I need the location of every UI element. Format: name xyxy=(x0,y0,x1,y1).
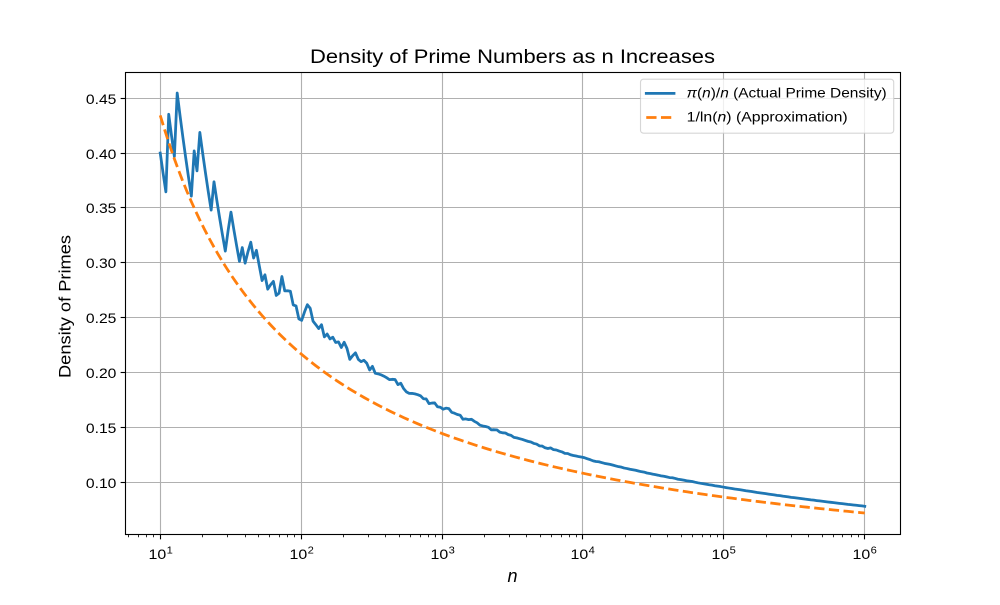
svg-text:5: 5 xyxy=(730,545,737,556)
svg-text:10: 10 xyxy=(853,546,871,562)
svg-text:0.25: 0.25 xyxy=(86,310,117,326)
svg-text:10: 10 xyxy=(431,546,449,562)
svg-text:3: 3 xyxy=(449,545,456,556)
svg-text:π(n)/n (Actual Prime Density): π(n)/n (Actual Prime Density) xyxy=(687,85,887,101)
svg-text:0.20: 0.20 xyxy=(86,365,117,381)
svg-text:0.40: 0.40 xyxy=(86,146,117,162)
svg-text:4: 4 xyxy=(589,545,596,556)
svg-text:n: n xyxy=(507,566,517,586)
svg-text:0.30: 0.30 xyxy=(86,255,117,271)
svg-text:10: 10 xyxy=(712,546,730,562)
svg-text:10: 10 xyxy=(149,546,167,562)
svg-text:0.15: 0.15 xyxy=(86,420,117,436)
svg-text:0.10: 0.10 xyxy=(86,475,117,491)
svg-text:0.45: 0.45 xyxy=(86,91,117,107)
svg-text:Density of Prime Numbers as n: Density of Prime Numbers as n Increases xyxy=(310,46,715,68)
svg-text:10: 10 xyxy=(290,546,308,562)
svg-text:6: 6 xyxy=(871,545,878,556)
svg-text:1: 1 xyxy=(167,545,174,556)
svg-text:Density of Primes: Density of Primes xyxy=(56,235,75,378)
svg-text:10: 10 xyxy=(571,546,589,562)
svg-text:0.35: 0.35 xyxy=(86,200,117,216)
svg-text:1/ln(n) (Approximation): 1/ln(n) (Approximation) xyxy=(687,109,848,125)
svg-text:2: 2 xyxy=(308,545,315,556)
